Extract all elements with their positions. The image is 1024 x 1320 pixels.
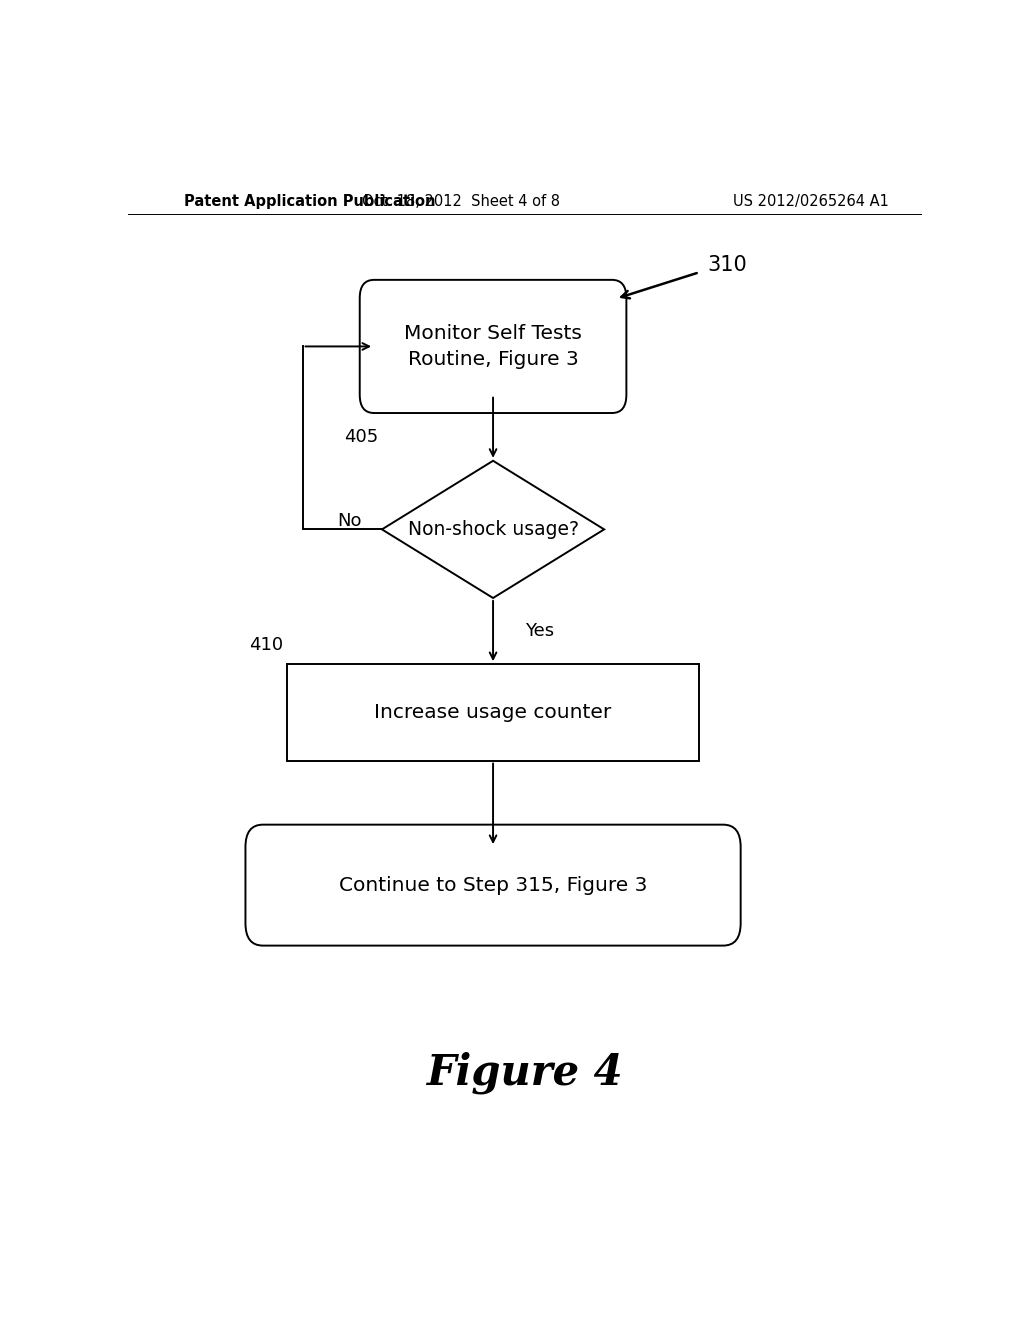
- Text: Continue to Step 315, Figure 3: Continue to Step 315, Figure 3: [339, 875, 647, 895]
- Text: 310: 310: [708, 255, 748, 275]
- Text: 405: 405: [344, 428, 378, 446]
- Bar: [287, 664, 699, 760]
- FancyBboxPatch shape: [359, 280, 627, 413]
- Text: Oct. 18, 2012  Sheet 4 of 8: Oct. 18, 2012 Sheet 4 of 8: [362, 194, 560, 209]
- Text: 410: 410: [249, 636, 283, 653]
- Text: Non-shock usage?: Non-shock usage?: [408, 520, 579, 539]
- Text: Monitor Self Tests
Routine, Figure 3: Monitor Self Tests Routine, Figure 3: [404, 323, 582, 370]
- Polygon shape: [382, 461, 604, 598]
- Text: Figure 4: Figure 4: [426, 1052, 624, 1094]
- Text: No: No: [338, 512, 362, 531]
- FancyBboxPatch shape: [246, 825, 740, 945]
- Text: Patent Application Publication: Patent Application Publication: [183, 194, 435, 209]
- Text: Yes: Yes: [524, 622, 554, 640]
- Text: US 2012/0265264 A1: US 2012/0265264 A1: [732, 194, 889, 209]
- Text: Increase usage counter: Increase usage counter: [375, 702, 611, 722]
